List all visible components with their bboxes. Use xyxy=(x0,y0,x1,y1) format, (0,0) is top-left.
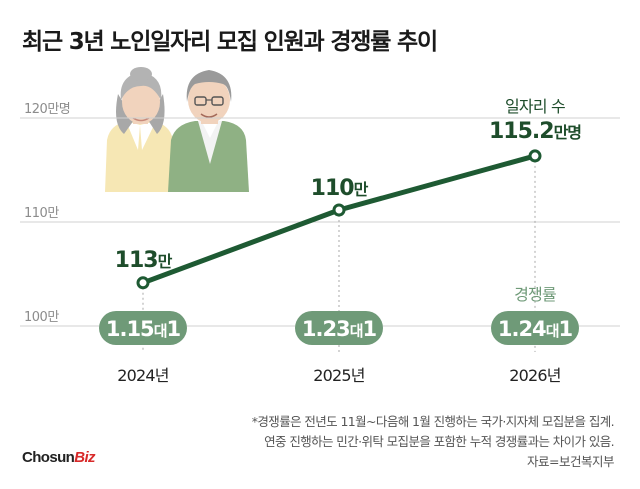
competition-ratio-label-1: 1.23대1 xyxy=(302,317,377,341)
elderly-couple-illustration xyxy=(105,67,249,192)
footnote-line-2: 연중 진행하는 민간·위탁 모집분을 포함한 누적 경쟁률과는 차이가 있음. xyxy=(264,434,614,449)
data-point xyxy=(332,203,346,217)
point-label-1: 110만 xyxy=(311,176,369,201)
chosunbiz-logo: ChosunBiz xyxy=(22,449,96,466)
competition-badge xyxy=(295,311,383,345)
chart-title: 최근 3년 노인일자리 모집 인원과 경쟁률 추이 xyxy=(22,29,438,55)
logo-accent-text: Biz xyxy=(74,449,95,466)
competition-rate-heading: 경쟁률 xyxy=(514,285,556,304)
point-label-2: 115.2만명 xyxy=(489,119,581,144)
footnote-line-1: *경쟁률은 전년도 11월~다음해 1월 진행하는 국가·지자체 모집분을 집계… xyxy=(251,414,615,429)
source-credit: 자료=보건복지부 xyxy=(527,454,614,469)
x-tick-label-2: 2026년 xyxy=(509,366,561,385)
x-tick-label-0: 2024년 xyxy=(117,366,169,385)
y-tick-label-1: 110만 xyxy=(24,206,59,221)
logo-main-text: Chosun xyxy=(22,449,75,466)
competition-ratio-label-2: 1.24대1 xyxy=(498,317,573,341)
competition-badge xyxy=(491,311,579,345)
data-point xyxy=(136,276,150,290)
point-label-0: 113만 xyxy=(115,248,173,273)
y-tick-label-2: 120만명 xyxy=(24,102,70,117)
footnote: *경쟁률은 전년도 11월~다음해 1월 진행하는 국가·지자체 모집분을 집계… xyxy=(251,412,615,452)
series-name-label: 일자리 수 xyxy=(505,97,565,116)
competition-badge xyxy=(99,311,187,345)
competition-ratio-label-0: 1.15대1 xyxy=(106,317,181,341)
y-tick-label-0: 100만 xyxy=(24,310,59,325)
data-point xyxy=(528,149,542,163)
x-tick-label-1: 2025년 xyxy=(313,366,365,385)
